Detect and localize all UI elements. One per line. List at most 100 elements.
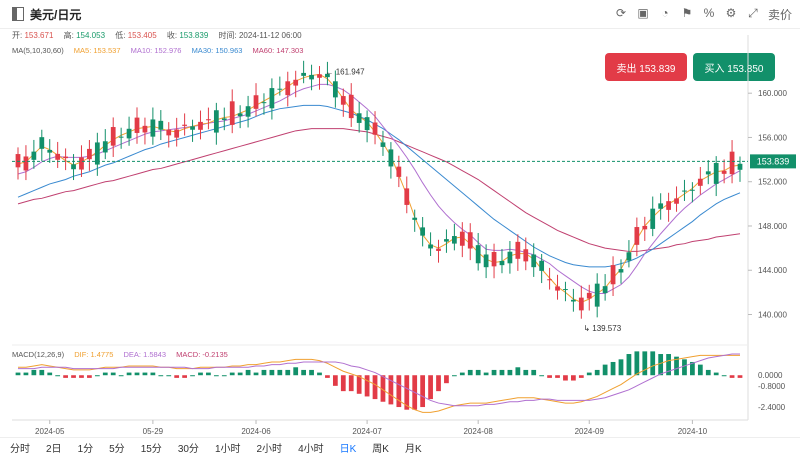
candle-body-71 [578,297,584,311]
timeframe-7[interactable]: 2小时 [256,443,283,455]
timeframe-4[interactable]: 15分 [140,443,162,455]
candle-body-20 [174,129,180,138]
macd-bar-81 [658,354,664,376]
sell-button[interactable]: 卖出 153.839 [605,53,687,81]
price-side-toggle[interactable]: 卖价 [767,8,792,22]
candle-body-55 [451,236,457,244]
price-chart[interactable]: 160.000 156.000 152.000 148.000 144.000 140.0… [0,0,800,437]
candle-body-91 [737,163,743,170]
macd-bar-70 [571,375,576,381]
timeframe-10[interactable]: 周K [372,443,389,455]
ma30-value: MA30: 150.963 [191,46,243,55]
indicator-icon[interactable]: ⚑ [681,6,693,20]
fullscreen-icon[interactable]: ⤢ [748,6,758,20]
candle-body-48 [396,166,402,177]
macd-bar-48 [396,375,402,408]
chart-type-icon[interactable]: ◔ [661,6,669,20]
ohlc-readout: 开: 153.671 高: 154.053 低: 153.405 收: 153.… [12,30,302,41]
macd-bar-58 [475,369,481,376]
macd-bar-69 [563,375,568,381]
candle-body-75 [610,265,616,285]
macd-bar-71 [578,375,584,378]
current-price-tag [750,154,796,169]
low-value: 153.405 [127,31,157,40]
buy-button[interactable]: 买入 153.850 [693,53,775,81]
timeframe-1[interactable]: 2日 [46,443,62,455]
candle-body-33 [277,88,283,90]
macd-bar-10 [94,375,100,377]
candle-body-67 [547,279,552,281]
candle-body-85 [690,189,695,191]
candle-body-29 [245,106,251,117]
macd-value: MACD: -0.2135 [176,350,228,359]
timeframe-5[interactable]: 30分 [177,443,199,455]
time-value: 2024-11-12 06:00 [238,31,302,40]
candle-body-10 [94,142,100,165]
dif-line [18,354,740,413]
timeframe-9[interactable]: 日K [339,443,357,455]
candle-body-0 [15,154,21,168]
price-tick-2: 152.000 [758,178,787,187]
candle-body-21 [182,124,187,126]
macd-bar-64 [523,369,529,376]
candle-body-76 [618,269,624,273]
macd-bar-26 [221,375,227,377]
macd-bar-20 [174,375,180,378]
candle-body-56 [459,231,465,246]
timeframe-3[interactable]: 5分 [109,443,125,455]
macd-bar-62 [507,369,513,376]
candle-body-81 [658,203,664,209]
candle-body-28 [237,113,243,117]
macd-bar-8 [79,375,84,378]
macd-bar-38 [317,372,322,376]
screenshot-icon[interactable]: ▣ [637,6,649,20]
candle-body-44 [364,117,370,131]
macd-bar-89 [721,375,727,377]
macd-bar-44 [364,375,370,397]
candle-body-58 [475,245,481,264]
candle-body-74 [602,286,608,294]
timeframe-11[interactable]: 月K [404,443,422,455]
macd-bar-67 [547,375,552,378]
macd-bar-40 [332,375,338,386]
date-label-6: 2024-10 [678,427,708,436]
high-label: 高: [63,31,74,40]
macd-bar-2 [31,369,37,376]
ma10-line [17,83,741,294]
macd-bar-4 [47,372,53,376]
candle-body-79 [642,225,648,230]
candle-body-1 [23,156,29,171]
macd-bar-21 [182,375,187,378]
candle-body-30 [253,95,259,109]
candle-body-78 [634,227,640,245]
macd-bar-83 [674,356,679,376]
macd-bar-7 [71,375,76,378]
candle-body-24 [206,119,211,121]
timeframe-2[interactable]: 1分 [77,443,94,455]
ma30-line [17,104,741,268]
macd-bar-24 [206,372,211,376]
refresh-icon[interactable]: ⟳ [615,6,627,20]
macd-bar-61 [499,369,505,376]
symbol-panel-icon[interactable] [12,7,24,21]
macd-tick-2: -2.4000 [758,403,786,412]
macd-bar-53 [436,375,441,392]
candle-body-32 [269,88,275,109]
macd-bar-55 [451,375,457,377]
candle-body-70 [571,299,576,302]
percent-icon[interactable]: % [703,6,715,20]
candle-body-51 [420,227,426,236]
candle-body-82 [666,201,671,210]
macd-bar-23 [198,372,203,376]
timeframe-8[interactable]: 4小时 [298,443,324,455]
timeframe-0[interactable]: 分时 [10,443,30,455]
candle-body-17 [150,119,156,137]
low-label: 低: [115,31,126,40]
macd-bar-73 [594,369,600,376]
candle-body-64 [523,249,529,262]
price-tick-4: 144.000 [758,266,787,275]
timeframe-6[interactable]: 1小时 [214,443,241,455]
candle-body-43 [356,113,362,123]
settings-icon[interactable]: ⚙ [725,6,737,20]
macd-bar-77 [626,354,632,376]
